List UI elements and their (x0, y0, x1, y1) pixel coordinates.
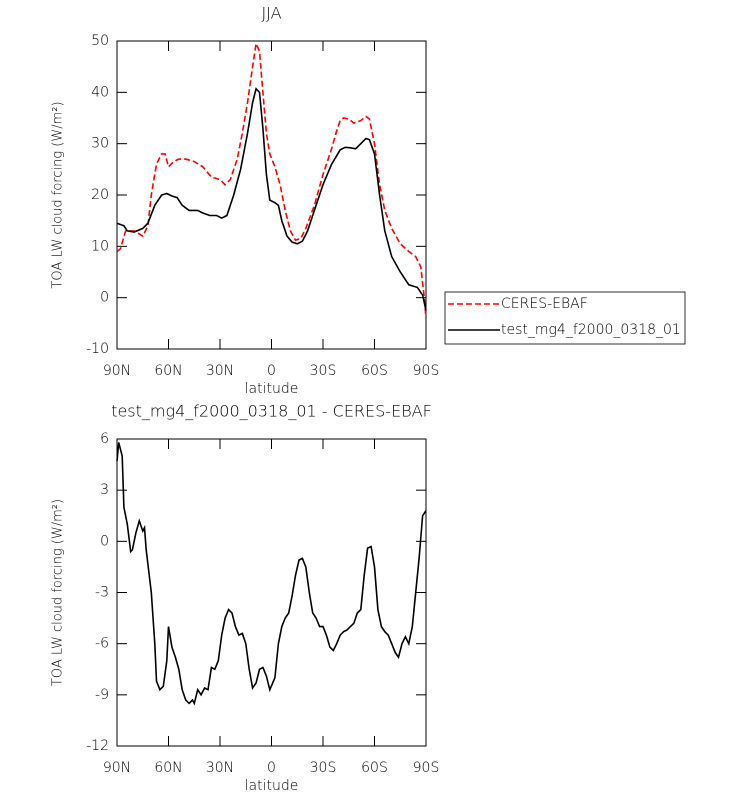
x-tick-label: 60S (361, 363, 388, 379)
x-tick-label: 90N (103, 363, 131, 379)
chart-title: JJA (261, 4, 281, 23)
y-tick-label: -3 (95, 585, 109, 601)
y-tick-label: -10 (86, 341, 109, 357)
y-tick-label: 30 (91, 136, 109, 152)
data-line (116, 442, 427, 706)
x-tick-label: 90N (103, 760, 131, 776)
y-axis-label: TOA LW cloud forcing (W/m²) (51, 499, 66, 686)
legend-label: CERES-EBAF (501, 296, 588, 312)
x-tick-label: 90S (413, 760, 440, 776)
x-tick-label: 30N (206, 363, 234, 379)
data-line (116, 40, 427, 319)
y-tick-label: 10 (91, 238, 109, 254)
chart-title: test_mg4_f2000_0318_01 - CERES-EBAF (111, 402, 432, 421)
y-tick-label: 3 (100, 482, 109, 498)
x-tick-label: 60N (154, 363, 182, 379)
y-tick-label: 0 (100, 290, 109, 306)
y-tick-label: 40 (91, 84, 109, 100)
y-tick-label: -9 (95, 687, 109, 703)
legend-label: test_mg4_f2000_0318_01 (501, 322, 681, 338)
y-tick-label: 50 (91, 33, 109, 49)
plot-frame (116, 438, 427, 747)
x-tick-label: 60N (154, 760, 182, 776)
y-tick-label: 0 (100, 533, 109, 549)
y-tick-label: -12 (86, 738, 109, 754)
y-tick-label: -6 (95, 636, 109, 652)
y-tick-label: 20 (91, 187, 109, 203)
x-tick-label: 30N (206, 760, 234, 776)
x-tick-label: 0 (267, 760, 276, 776)
legend-box (444, 291, 686, 345)
x-axis-label: latitude (245, 778, 299, 794)
data-line (116, 87, 427, 311)
x-tick-label: 90S (413, 363, 440, 379)
y-tick-label: 6 (100, 431, 109, 447)
x-tick-label: 60S (361, 760, 388, 776)
y-axis-label: TOA LW cloud forcing (W/m²) (51, 101, 66, 288)
x-tick-label: 30S (310, 760, 337, 776)
x-tick-label: 30S (310, 363, 337, 379)
x-tick-label: 0 (267, 363, 276, 379)
x-axis-label: latitude (245, 381, 299, 397)
